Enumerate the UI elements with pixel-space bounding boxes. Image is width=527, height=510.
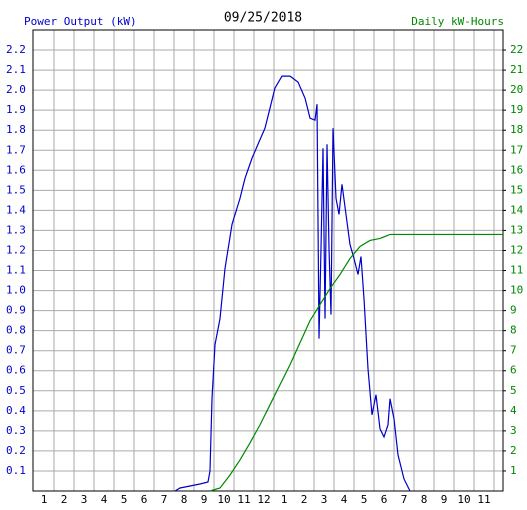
y-tick-label: 0.2 xyxy=(6,444,26,457)
x-tick-label: 4 xyxy=(341,493,348,506)
y-tick-label: 1.8 xyxy=(6,123,26,136)
y-tick-label: 1.2 xyxy=(6,243,26,256)
x-tick-label: 5 xyxy=(361,493,368,506)
y-tick-label: 0.5 xyxy=(6,384,26,397)
y2-tick-label: 22 xyxy=(510,43,523,56)
y2-tick-label: 20 xyxy=(510,83,523,96)
x-tick-label: 6 xyxy=(141,493,148,506)
y-tick-label: 1.1 xyxy=(6,264,26,277)
y2-tick-label: 3 xyxy=(510,424,517,437)
y-tick-label: 1.0 xyxy=(6,284,26,297)
y2-tick-label: 4 xyxy=(510,404,517,417)
y-tick-label: 0.3 xyxy=(6,424,26,437)
y2-tick-label: 10 xyxy=(510,284,523,297)
data-line xyxy=(209,233,503,492)
y-tick-label: 0.1 xyxy=(6,464,26,477)
y-tick-label: 1.3 xyxy=(6,223,26,236)
data-line xyxy=(174,75,411,492)
y-tick-label: 0.6 xyxy=(6,364,26,377)
x-tick-label: 10 xyxy=(217,493,230,506)
x-tick-label: 8 xyxy=(181,493,188,506)
y2-axis-label: Daily kW-Hours xyxy=(411,15,504,28)
y-axis-label: Power Output (kW) xyxy=(24,15,137,28)
y2-tick-label: 9 xyxy=(510,304,517,317)
x-tick-label: 9 xyxy=(441,493,448,506)
x-tick-label: 7 xyxy=(401,493,408,506)
y2-tick-label: 19 xyxy=(510,103,523,116)
x-tick-label: 1 xyxy=(281,493,288,506)
x-tick-label: 10 xyxy=(457,493,470,506)
y2-tick-label: 5 xyxy=(510,384,517,397)
x-tick-label: 2 xyxy=(61,493,68,506)
y-tick-label: 2.0 xyxy=(6,83,26,96)
x-tick-label: 4 xyxy=(101,493,108,506)
plot-frame xyxy=(32,29,504,492)
y-tick-label: 2.2 xyxy=(6,43,26,56)
y2-tick-label: 2 xyxy=(510,444,517,457)
chart-title: 09/25/2018 xyxy=(224,11,302,26)
y2-tick-label: 14 xyxy=(510,203,524,216)
x-tick-label: 2 xyxy=(301,493,308,506)
y2-tick-label: 18 xyxy=(510,123,523,136)
y2-tick-label: 17 xyxy=(510,143,523,156)
y-tick-label: 0.7 xyxy=(6,344,26,357)
y2-tick-label: 1 xyxy=(510,464,517,477)
y-tick-label: 1.5 xyxy=(6,183,26,196)
y-tick-label: 1.6 xyxy=(6,163,26,176)
y2-tick-label: 12 xyxy=(510,243,523,256)
y2-tick-label: 7 xyxy=(510,344,517,357)
x-tick-label: 1 xyxy=(41,493,48,506)
y2-tick-label: 21 xyxy=(510,63,523,76)
x-tick-label: 8 xyxy=(421,493,428,506)
x-tick-label: 3 xyxy=(321,493,328,506)
y-tick-label: 2.1 xyxy=(6,63,26,76)
x-tick-label: 12 xyxy=(257,493,270,506)
x-tick-label: 9 xyxy=(201,493,208,506)
x-tick-label: 6 xyxy=(381,493,388,506)
y-tick-label: 0.4 xyxy=(6,404,26,417)
y2-tick-label: 8 xyxy=(510,324,517,337)
y2-tick-label: 13 xyxy=(510,223,523,236)
x-tick-label: 11 xyxy=(477,493,490,506)
x-tick-label: 3 xyxy=(81,493,88,506)
y2-tick-label: 11 xyxy=(510,264,523,277)
y-tick-label: 0.9 xyxy=(6,304,26,317)
y2-tick-label: 16 xyxy=(510,163,523,176)
y-tick-label: 1.9 xyxy=(6,103,26,116)
y-tick-label: 1.4 xyxy=(6,203,26,216)
y-tick-label: 0.8 xyxy=(6,324,26,337)
x-tick-label: 7 xyxy=(161,493,168,506)
x-tick-label: 5 xyxy=(121,493,128,506)
y2-tick-label: 15 xyxy=(510,183,523,196)
y2-tick-label: 6 xyxy=(510,364,517,377)
y-tick-label: 1.7 xyxy=(6,143,26,156)
x-tick-label: 11 xyxy=(237,493,250,506)
